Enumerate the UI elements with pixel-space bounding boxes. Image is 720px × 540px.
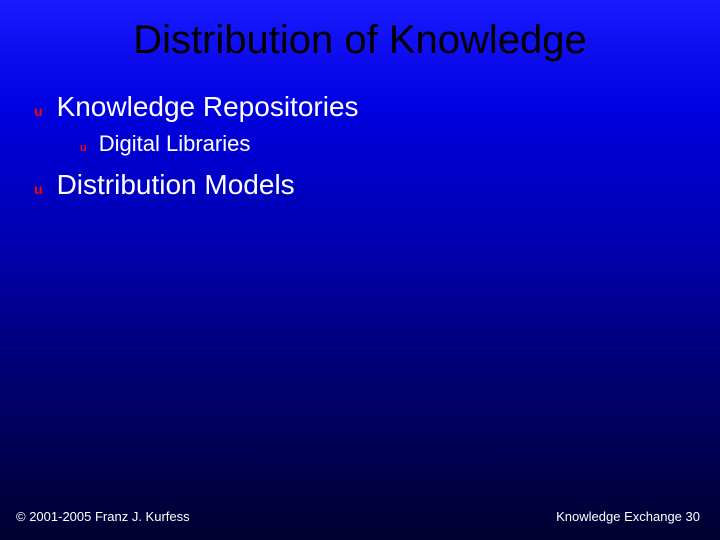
slide-footer: © 2001-2005 Franz J. Kurfess Knowledge E… [0,509,720,524]
bullet-item-1-1: u Digital Libraries [34,131,720,157]
bullet-text: Distribution Models [57,169,295,201]
bullet-icon: u [80,143,87,154]
slide: Distribution of Knowledge u Knowledge Re… [0,0,720,540]
bullet-icon: u [34,104,43,118]
footer-page: 30 [686,509,700,524]
bullet-icon: u [34,182,43,196]
footer-topic-page: Knowledge Exchange 30 [556,509,700,524]
footer-topic: Knowledge Exchange [556,509,682,524]
bullet-text: Digital Libraries [99,131,251,157]
footer-copyright: © 2001-2005 Franz J. Kurfess [16,509,190,524]
slide-body: u Knowledge Repositories u Digital Libra… [0,91,720,201]
slide-title: Distribution of Knowledge [0,18,720,63]
bullet-item-2: u Distribution Models [34,169,720,201]
bullet-text: Knowledge Repositories [57,91,359,123]
bullet-item-1: u Knowledge Repositories [34,91,720,123]
